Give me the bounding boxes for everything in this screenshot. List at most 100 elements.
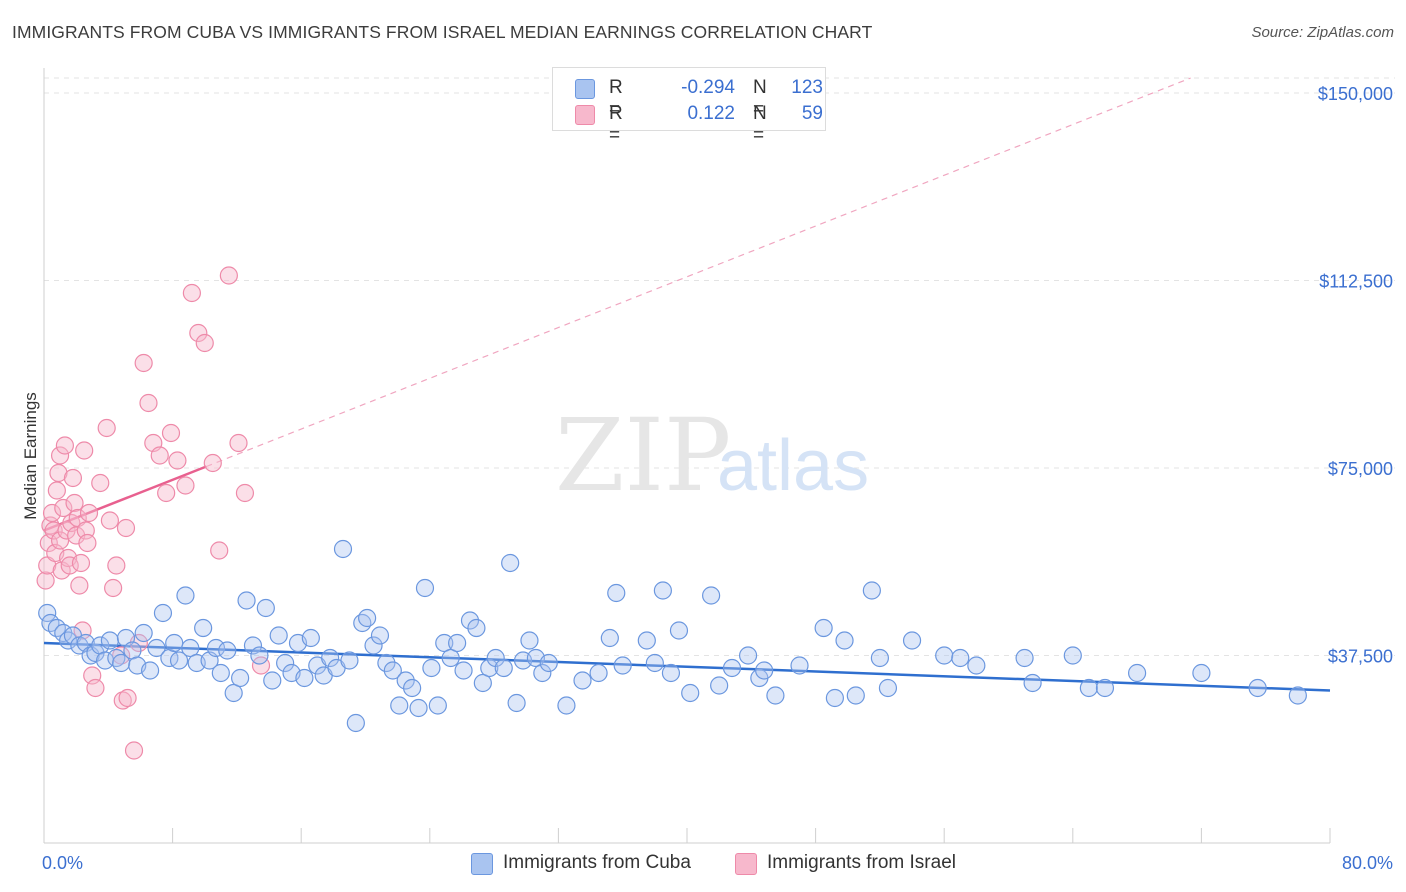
cuba-point (1192, 663, 1211, 683)
cuba-point (1063, 646, 1082, 665)
y-tick-label-1: $75,000 (1328, 459, 1393, 479)
cuba-point (38, 603, 57, 623)
cuba-point (301, 628, 320, 648)
cuba-point (669, 621, 689, 640)
israel-point (203, 453, 222, 473)
cuba-point (364, 636, 383, 655)
cuba-point (702, 586, 721, 605)
cuba-point (276, 653, 295, 673)
trend-lines (43, 77, 1331, 692)
cuba-point (738, 646, 758, 665)
israel-point (63, 468, 83, 488)
cuba-point (333, 539, 353, 559)
israel-point (42, 503, 62, 523)
legend-n-label: N = (753, 103, 767, 146)
israel-point (44, 521, 63, 540)
axes (43, 68, 1331, 844)
cuba-point (415, 578, 435, 598)
cuba-point (473, 673, 492, 693)
cuba-point (409, 698, 428, 718)
cuba-point (467, 618, 486, 638)
israel-point (113, 691, 132, 710)
cuba-point (295, 668, 314, 688)
correlation-legend: R = -0.294 N = 123 R = 0.122 N = 59 (552, 67, 826, 146)
cuba-point (59, 631, 78, 650)
chart-title: IMMIGRANTS FROM CUBA VS IMMIGRANTS FROM … (12, 22, 873, 42)
cuba-point (460, 611, 480, 630)
israel-point (49, 463, 68, 483)
cuba-point (454, 661, 473, 680)
cuba-point (951, 648, 970, 668)
israel-point (104, 578, 123, 598)
cuba-point (218, 641, 237, 660)
israel-point (79, 503, 99, 523)
x-tick-labels: 0.0% 80.0% (42, 853, 1393, 873)
cuba-point (441, 648, 460, 668)
cuba-point (1095, 678, 1115, 698)
cuba-point (661, 663, 681, 683)
cuba-point (237, 591, 256, 610)
israel-point (47, 481, 66, 500)
cuba-point (573, 671, 592, 690)
cuba-point (169, 651, 189, 670)
cuba-point (396, 671, 415, 690)
cuba-point (507, 693, 526, 713)
cuba-point (645, 653, 664, 673)
cuba-point (165, 633, 184, 653)
cuba-point (935, 646, 954, 665)
israel-point (91, 473, 110, 493)
legend-n-value-israel: 59 (801, 103, 823, 124)
cuba-point (1288, 686, 1307, 705)
cuba-point (224, 683, 243, 703)
cuba-point (1248, 678, 1267, 698)
cuba-point (321, 648, 340, 668)
source-credit: Source: ZipAtlas.com (1251, 24, 1394, 41)
cuba-point (81, 646, 100, 665)
cuba-point (613, 656, 632, 675)
cuba-point (123, 641, 142, 660)
israel-trend-line (43, 465, 207, 532)
cuba-point (403, 678, 422, 698)
cuba-point (377, 653, 396, 673)
cuba-point (256, 598, 275, 618)
watermark-atlas: atlas (717, 426, 869, 506)
cuba-point (835, 631, 854, 650)
cuba-point (390, 696, 409, 715)
cuba-point (533, 663, 552, 683)
legend-r-label: R = (609, 103, 623, 146)
cuba-point (878, 678, 898, 698)
israel-point (182, 283, 201, 303)
cuba-point (1015, 648, 1034, 668)
cuba-point (140, 661, 160, 680)
cuba-point (637, 631, 656, 650)
israel-point (86, 678, 105, 698)
israel-point (150, 446, 169, 465)
y-axis-label: Median Earnings (21, 392, 40, 520)
cuba-point (211, 663, 230, 683)
israel-point (235, 483, 255, 503)
cuba-swatch (471, 853, 493, 875)
cuba-point (176, 586, 195, 605)
legend-label-israel: Immigrants from Israel (767, 852, 956, 873)
cuba-point (448, 633, 467, 653)
cuba-point (231, 668, 250, 688)
israel-point (55, 436, 74, 455)
israel-swatch (575, 105, 595, 125)
y-tick-labels: $37,500 $75,000 $112,500 $150,000 (1318, 84, 1393, 667)
cuba-point (480, 658, 499, 678)
legend-r-label: R = (609, 77, 623, 120)
cuba-point (520, 631, 539, 650)
cuba-point (340, 651, 359, 670)
israel-point (176, 476, 195, 495)
cuba-point (862, 581, 881, 600)
cuba-point (870, 648, 890, 668)
watermark-zip: ZIP (555, 397, 731, 514)
cuba-point (194, 618, 213, 638)
cuba-point (501, 553, 520, 573)
israel-trend-extension (206, 77, 1191, 468)
legend-label-cuba: Immigrants from Cuba (503, 852, 691, 873)
cuba-point (846, 686, 865, 705)
cuba-point (825, 688, 844, 708)
legend-r-value-israel: 0.122 (687, 103, 735, 124)
cuba-trend-line (43, 641, 1331, 692)
